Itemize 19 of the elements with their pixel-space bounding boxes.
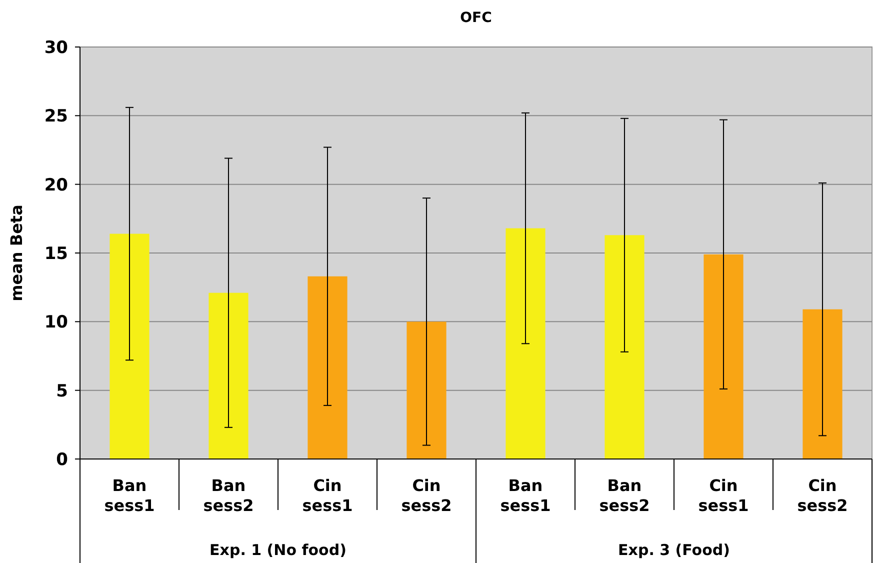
x-tick-label: Cin sess2 [401, 476, 452, 515]
y-tick-label: 10 [44, 312, 68, 333]
y-axis-title: mean Beta [7, 204, 26, 302]
x-tick-label: Ban sess1 [104, 476, 155, 515]
x-tick-label: Cin sess1 [698, 476, 749, 515]
y-tick-label: 30 [44, 38, 68, 58]
x-tick-label: Cin sess1 [302, 476, 353, 515]
y-tick-label: 25 [44, 106, 68, 127]
x-tick-label: Ban sess2 [203, 476, 254, 515]
text: Exp. 3 (Food) [618, 541, 730, 559]
text: Exp. 1 (No food) [210, 541, 346, 559]
y-tick-label: 0 [56, 450, 68, 470]
y-tick-label: 5 [56, 381, 68, 402]
x-tick-label: Cin sess2 [797, 476, 848, 515]
x-tick-label: Ban sess2 [599, 476, 650, 515]
x-tick-label: Ban sess1 [500, 476, 551, 515]
y-tick-label: 15 [44, 244, 68, 264]
y-tick-label: 20 [44, 175, 68, 196]
chart-title: OFC [460, 10, 492, 26]
